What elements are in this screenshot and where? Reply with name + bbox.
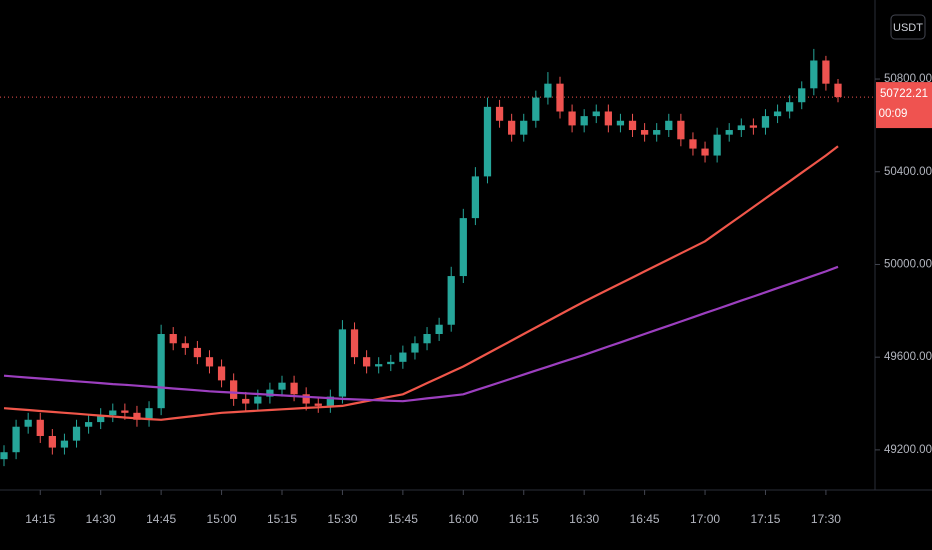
candle-body xyxy=(580,116,588,126)
candle-body xyxy=(834,83,842,98)
candle-body xyxy=(266,389,274,397)
candle-body xyxy=(375,364,383,367)
candle-body xyxy=(242,398,250,404)
candle-body xyxy=(435,324,443,335)
candle-body xyxy=(145,408,153,420)
x-tick-label: 17:15 xyxy=(750,512,780,526)
candle-body xyxy=(193,347,202,358)
candle-body xyxy=(653,130,661,135)
x-tick-label: 15:45 xyxy=(388,512,418,526)
candle-body xyxy=(109,410,117,416)
x-tick-label: 16:30 xyxy=(569,512,599,526)
candle-body xyxy=(483,106,492,177)
candle-body xyxy=(520,120,528,135)
x-tick-label: 16:15 xyxy=(509,512,539,526)
candle-body xyxy=(544,83,552,98)
x-tick-label: 14:45 xyxy=(146,512,176,526)
x-tick-label: 15:15 xyxy=(267,512,297,526)
y-tick-label: 50000.00 xyxy=(884,259,932,271)
candle-body xyxy=(761,116,770,128)
x-tick-label: 16:00 xyxy=(448,512,478,526)
candle-body xyxy=(169,334,177,344)
candle-body xyxy=(508,120,516,135)
candle-body xyxy=(314,403,322,406)
y-tick-label: 49600.00 xyxy=(884,351,932,363)
candle-body xyxy=(786,102,794,112)
candle-body xyxy=(495,106,504,121)
candle-body xyxy=(568,111,576,126)
candle-body xyxy=(411,343,419,353)
candle-body xyxy=(399,352,407,362)
candle-body xyxy=(24,419,32,427)
candle-body xyxy=(677,120,685,140)
candle-body xyxy=(810,60,818,89)
candle-body xyxy=(72,426,81,441)
candle-body xyxy=(362,357,371,367)
x-tick-label: 16:45 xyxy=(630,512,660,526)
y-tick-label: 50400.00 xyxy=(884,166,932,178)
candle-body xyxy=(278,382,286,390)
currency-label[interactable]: USDT xyxy=(893,22,923,34)
x-tick-label: 17:30 xyxy=(811,512,841,526)
moving-average xyxy=(3,145,839,421)
x-tick-label: 17:00 xyxy=(690,512,720,526)
candle-body xyxy=(628,120,637,131)
candle-body xyxy=(604,111,612,126)
x-tick-label: 14:15 xyxy=(25,512,55,526)
candle-body xyxy=(326,396,334,406)
candle-body xyxy=(254,396,262,404)
candle-body xyxy=(387,361,395,365)
candle-body xyxy=(121,410,129,413)
last-price-label: 50722.21 xyxy=(880,88,928,100)
candle-body xyxy=(48,435,56,448)
candle-body xyxy=(640,130,649,135)
candle-body xyxy=(423,334,431,344)
candle-body xyxy=(350,329,359,358)
candle-body xyxy=(592,111,600,117)
candle-body xyxy=(133,412,141,420)
candle-body xyxy=(60,440,69,448)
candle-body xyxy=(97,415,105,423)
candle-body xyxy=(689,139,697,149)
candle-body xyxy=(217,366,226,381)
candle-body xyxy=(665,120,673,131)
candle-body xyxy=(302,394,310,404)
candle-body xyxy=(713,134,721,156)
candle-body xyxy=(338,329,347,397)
candle-body xyxy=(749,125,758,128)
candle-body xyxy=(12,426,20,453)
candle-body xyxy=(36,419,44,436)
countdown-label: 00:09 xyxy=(879,108,908,120)
candle-body xyxy=(447,276,455,325)
currency-button[interactable] xyxy=(890,14,926,40)
x-tick-label: 15:30 xyxy=(327,512,357,526)
x-tick-label: 15:00 xyxy=(207,512,237,526)
candle-body xyxy=(157,334,165,409)
candle-body xyxy=(701,148,709,156)
candle-body xyxy=(471,176,480,219)
candle-body xyxy=(0,452,8,460)
candle-body xyxy=(290,382,298,395)
candle-body xyxy=(798,88,806,103)
candle-body xyxy=(532,97,540,121)
candle-body xyxy=(181,343,189,348)
x-tick-label: 14:30 xyxy=(86,512,116,526)
candle-body xyxy=(822,60,830,84)
candle-body xyxy=(773,111,782,117)
candle-body xyxy=(205,357,214,367)
candle-body xyxy=(725,130,733,135)
candle-body xyxy=(616,120,625,126)
candle-body xyxy=(556,83,564,112)
candle-body xyxy=(230,380,238,399)
y-tick-label: 49200.00 xyxy=(884,444,932,456)
moving-average xyxy=(3,265,839,403)
candle-body xyxy=(459,218,467,277)
candle-body xyxy=(84,422,93,427)
candle-body xyxy=(737,125,745,131)
last-price-box xyxy=(876,82,932,129)
